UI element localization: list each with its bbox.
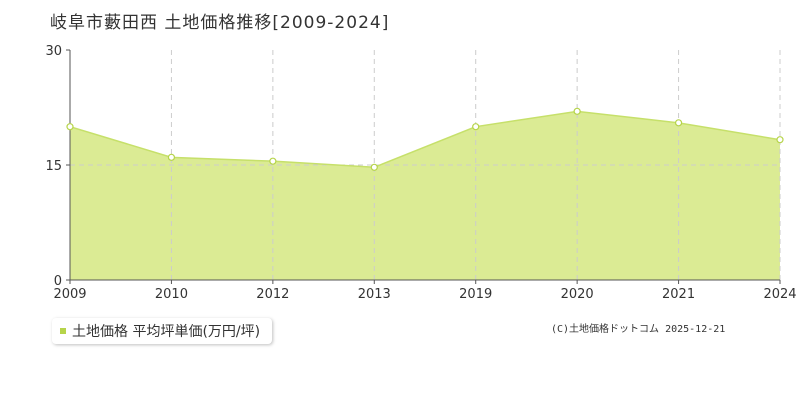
copyright-text: (C)土地価格ドットコム 2025-12-21 — [551, 324, 726, 335]
data-point — [370, 163, 378, 171]
chart-title: 岐阜市藪田西 土地価格推移[2009-2024] — [50, 13, 390, 33]
x-tick-label: 2010 — [155, 287, 188, 302]
x-tick-label: 2020 — [561, 287, 594, 302]
x-tick-label: 2021 — [662, 287, 695, 302]
data-point — [269, 157, 277, 165]
data-point — [472, 123, 480, 131]
legend: 土地価格 平均坪単価(万円/坪) — [52, 318, 273, 344]
y-tick-label: 15 — [45, 159, 62, 174]
x-tick-label: 2013 — [358, 287, 391, 302]
x-tick-label: 2019 — [459, 287, 492, 302]
data-point — [573, 107, 581, 115]
data-point — [776, 136, 784, 144]
series-line — [69, 110, 781, 169]
data-point — [167, 153, 176, 161]
data-point — [66, 123, 74, 131]
legend-swatch — [60, 328, 66, 334]
x-tick-label: 2009 — [53, 287, 86, 302]
x-tick-label: 2012 — [256, 287, 289, 302]
x-tick-label: 2024 — [763, 287, 796, 302]
y-tick-label: 30 — [45, 44, 62, 59]
data-point — [674, 119, 683, 127]
legend-label: 土地価格 平均坪単価(万円/坪) — [72, 324, 261, 340]
area-fill — [70, 111, 780, 280]
y-tick-label: 0 — [54, 274, 62, 289]
